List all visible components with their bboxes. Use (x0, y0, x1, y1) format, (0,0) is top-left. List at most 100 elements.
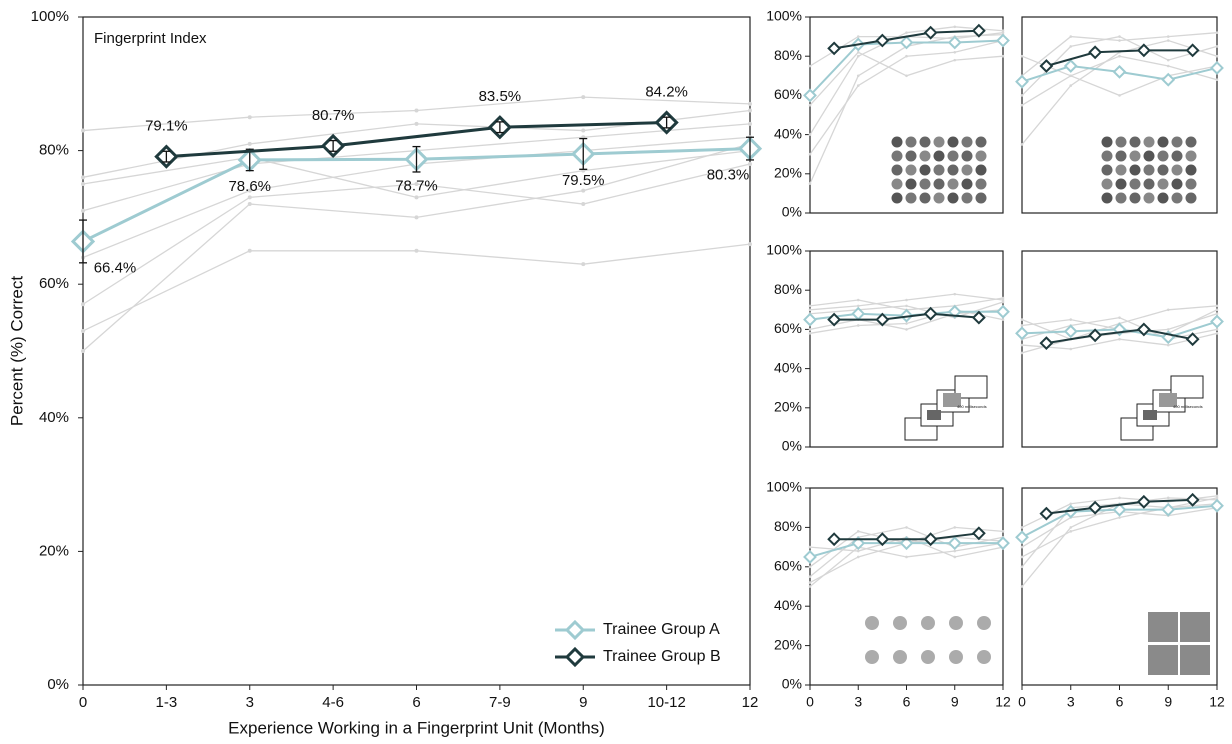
individual-point (1215, 31, 1219, 34)
marker (923, 306, 938, 321)
individual-point (808, 304, 812, 308)
individual-point (1001, 29, 1005, 33)
individual-point (1215, 78, 1219, 82)
marker (947, 35, 962, 50)
marker (875, 33, 890, 48)
y-tick-label: 0% (782, 438, 802, 454)
individual-point (1118, 496, 1121, 500)
marker (875, 312, 890, 327)
x-tick-label: 3 (854, 694, 862, 710)
marker (1112, 64, 1127, 79)
x-tick-label: 3 (246, 694, 254, 711)
marker (1210, 498, 1224, 513)
inset-image (919, 164, 931, 176)
x-tick-label: 12 (995, 694, 1011, 710)
individual-point (1118, 516, 1121, 519)
individual-point (808, 585, 812, 588)
individual-point (1020, 54, 1024, 58)
individual-point (247, 202, 252, 207)
marker (1161, 72, 1176, 87)
individual-point (81, 208, 85, 213)
marker (1088, 45, 1103, 60)
marker (1039, 506, 1054, 521)
individual-point (1166, 496, 1170, 500)
individual-point (953, 292, 957, 296)
inset-image (961, 150, 973, 162)
error-bar (329, 139, 338, 152)
individual-point (1118, 35, 1121, 38)
inset-image (933, 164, 945, 176)
individual-point (748, 101, 752, 106)
individual-point (808, 152, 812, 156)
individual-point (81, 349, 85, 353)
inset-image (1143, 178, 1155, 190)
marker (827, 532, 842, 547)
inset-image (1180, 612, 1210, 642)
panel-chart: 400 milliseconds (1015, 250, 1224, 448)
inset-image (1185, 164, 1197, 176)
inset-image (1143, 150, 1155, 162)
marker (947, 536, 962, 551)
individual-point (581, 188, 586, 193)
inset-image (949, 616, 963, 630)
inset-image (947, 150, 959, 162)
x-tick-label: 12 (1209, 694, 1225, 710)
inset-image (1101, 136, 1113, 148)
y-tick-label: 20% (774, 636, 802, 652)
inset-image (891, 192, 903, 204)
individual-point (856, 324, 860, 327)
individual-point (1166, 328, 1170, 331)
y-tick-label: 60% (774, 86, 802, 102)
inset-image (1159, 393, 1177, 407)
annotation: 400 milliseconds (957, 404, 987, 409)
x-tick-label: 3 (1067, 694, 1075, 710)
individual-point (808, 182, 812, 185)
individual-point (1020, 103, 1024, 107)
marker (899, 536, 914, 551)
individual-point (1001, 318, 1005, 321)
individual-point (581, 262, 586, 267)
individual-point (1215, 496, 1219, 500)
inset-image (891, 136, 903, 148)
marker (1136, 494, 1151, 509)
marker (1112, 502, 1127, 517)
inset-image (949, 650, 963, 664)
inset-image (975, 164, 987, 176)
individual-point (581, 128, 586, 133)
x-tick-label: 0 (806, 694, 814, 710)
inset-image (1115, 192, 1127, 204)
data-label: 80.7% (312, 107, 355, 124)
individual-point (856, 74, 860, 78)
inset-image (1171, 192, 1183, 204)
marker (1161, 502, 1176, 517)
series-line (1046, 49, 1193, 67)
individual-point (414, 182, 419, 186)
y-tick-label: 20% (774, 165, 802, 181)
individual-point (1215, 494, 1219, 498)
individual-point (1215, 308, 1219, 312)
individual-point (581, 95, 586, 100)
inset-image (1157, 192, 1169, 204)
panel-chart: 0% 20% 40% 60% 80% 100% 400 milliseconds (766, 242, 1010, 454)
individual-point (1118, 94, 1121, 97)
inset-image (961, 164, 973, 176)
x-tick-label: 9 (579, 694, 587, 711)
individual-point (953, 555, 957, 559)
individual-point (856, 530, 860, 533)
y-tick-label: 100% (31, 8, 69, 25)
individual-point (247, 115, 252, 120)
series-line (1046, 498, 1193, 515)
individual-point (808, 64, 812, 68)
marker (923, 532, 938, 547)
data-label: 84.2% (645, 84, 688, 101)
data-label: 83.5% (479, 88, 522, 105)
individual-point (247, 188, 252, 193)
individual-point (1020, 318, 1024, 321)
inset-image (1129, 150, 1141, 162)
error-bar (245, 148, 254, 172)
individual-point (1215, 328, 1219, 331)
x-tick-label: 10-12 (647, 694, 685, 711)
y-tick-label: 40% (39, 409, 69, 426)
inset-image (933, 192, 945, 204)
inset-image (1157, 136, 1169, 148)
